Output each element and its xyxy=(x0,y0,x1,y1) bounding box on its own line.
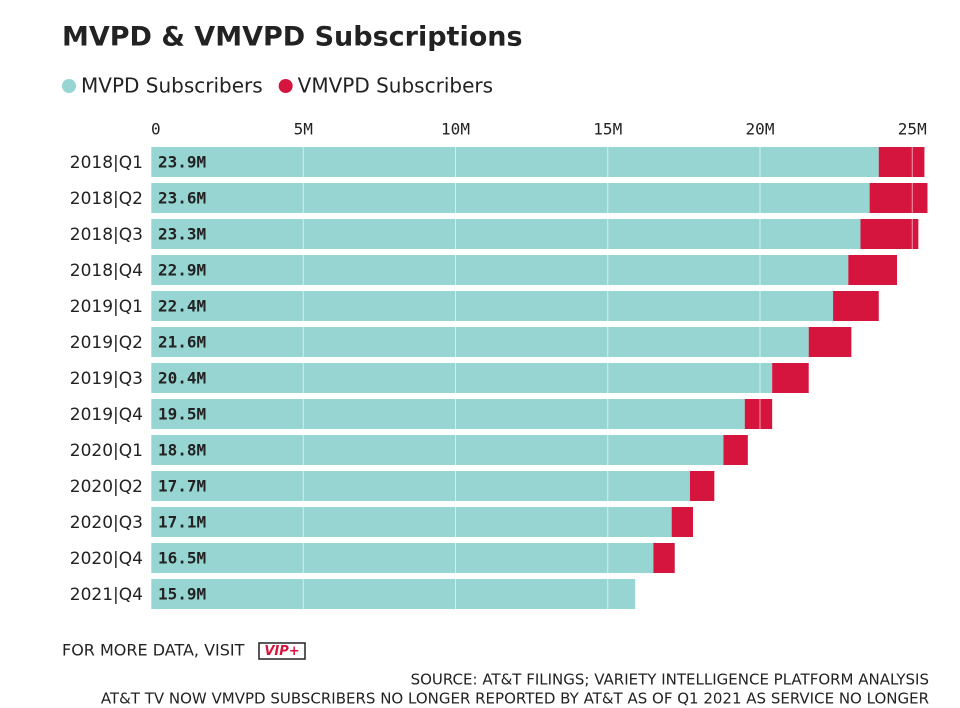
bar xyxy=(151,543,654,573)
value-label: 22.9M xyxy=(158,261,206,280)
legend-swatch xyxy=(62,79,76,93)
bar xyxy=(151,363,773,393)
value-label: 23.3M xyxy=(158,225,206,244)
badge: VIP+ xyxy=(264,644,299,659)
value-label: 23.9M xyxy=(158,153,206,172)
y-tick-label: 2020|Q2 xyxy=(70,477,143,497)
y-tick-label: 2018|Q4 xyxy=(70,261,143,281)
badge-box xyxy=(258,642,306,660)
value-label: 17.7M xyxy=(158,477,206,496)
bar xyxy=(151,183,870,213)
y-tick-label: 2020|Q1 xyxy=(70,441,143,461)
value-label: 19.5M xyxy=(158,405,206,424)
y-tick-label: 2018|Q3 xyxy=(70,225,143,245)
x-tick-label: 25M xyxy=(898,120,927,139)
x-tick-label: 5M xyxy=(294,120,313,139)
source: SOURCE: AT&T FILINGS; VARIETY INTELLIGEN… xyxy=(411,671,929,689)
bar xyxy=(869,183,928,213)
bar xyxy=(689,471,715,501)
bar xyxy=(671,507,694,537)
value-label: 23.6M xyxy=(158,189,206,208)
y-tick-label: 2019|Q4 xyxy=(70,405,143,425)
bar xyxy=(833,291,879,321)
bar xyxy=(772,363,809,393)
bar xyxy=(878,147,925,177)
legend-label: MVPD Subscribers xyxy=(81,74,263,98)
x-tick-label: 15M xyxy=(593,120,622,139)
bar xyxy=(151,327,809,357)
value-label: 16.5M xyxy=(158,549,206,568)
bar xyxy=(151,219,861,249)
value-label: 20.4M xyxy=(158,369,206,388)
bar xyxy=(151,255,849,285)
x-tick-label: 20M xyxy=(746,120,775,139)
value-label: 17.1M xyxy=(158,513,206,532)
y-tick-label: 2019|Q3 xyxy=(70,369,143,389)
note: AT&T TV NOW VMVPD SUBSCRIBERS NO LONGER … xyxy=(101,690,929,708)
bar xyxy=(151,579,636,609)
legend-label: VMVPD Subscribers xyxy=(298,74,493,98)
value-label: 22.4M xyxy=(158,297,206,316)
y-tick-label: 2018|Q2 xyxy=(70,189,143,209)
legend-swatch xyxy=(278,79,293,93)
bar xyxy=(151,399,745,429)
x-tick-label: 0 xyxy=(151,120,161,139)
x-tick-label: 10M xyxy=(441,120,470,139)
bar xyxy=(723,435,748,465)
bar xyxy=(653,543,675,573)
bar xyxy=(151,471,690,501)
y-tick-label: 2019|Q2 xyxy=(70,333,143,353)
chart-title: MVPD & VMVPD Subscriptions xyxy=(62,22,523,53)
value-label: 15.9M xyxy=(158,585,206,604)
more-data: FOR MORE DATA, VISIT xyxy=(62,641,245,660)
bar xyxy=(151,435,724,465)
bar xyxy=(151,147,879,177)
y-tick-label: 2018|Q1 xyxy=(70,153,143,173)
value-label: 18.8M xyxy=(158,441,206,460)
y-tick-label: 2021|Q4 xyxy=(70,585,143,605)
y-tick-label: 2019|Q1 xyxy=(70,297,143,317)
bar xyxy=(744,399,773,429)
bar xyxy=(808,327,852,357)
bar xyxy=(151,291,834,321)
bar xyxy=(151,507,672,537)
bar xyxy=(860,219,919,249)
y-tick-label: 2020|Q3 xyxy=(70,513,143,533)
y-tick-label: 2020|Q4 xyxy=(70,549,143,569)
bar xyxy=(848,255,898,285)
value-label: 21.6M xyxy=(158,333,206,352)
